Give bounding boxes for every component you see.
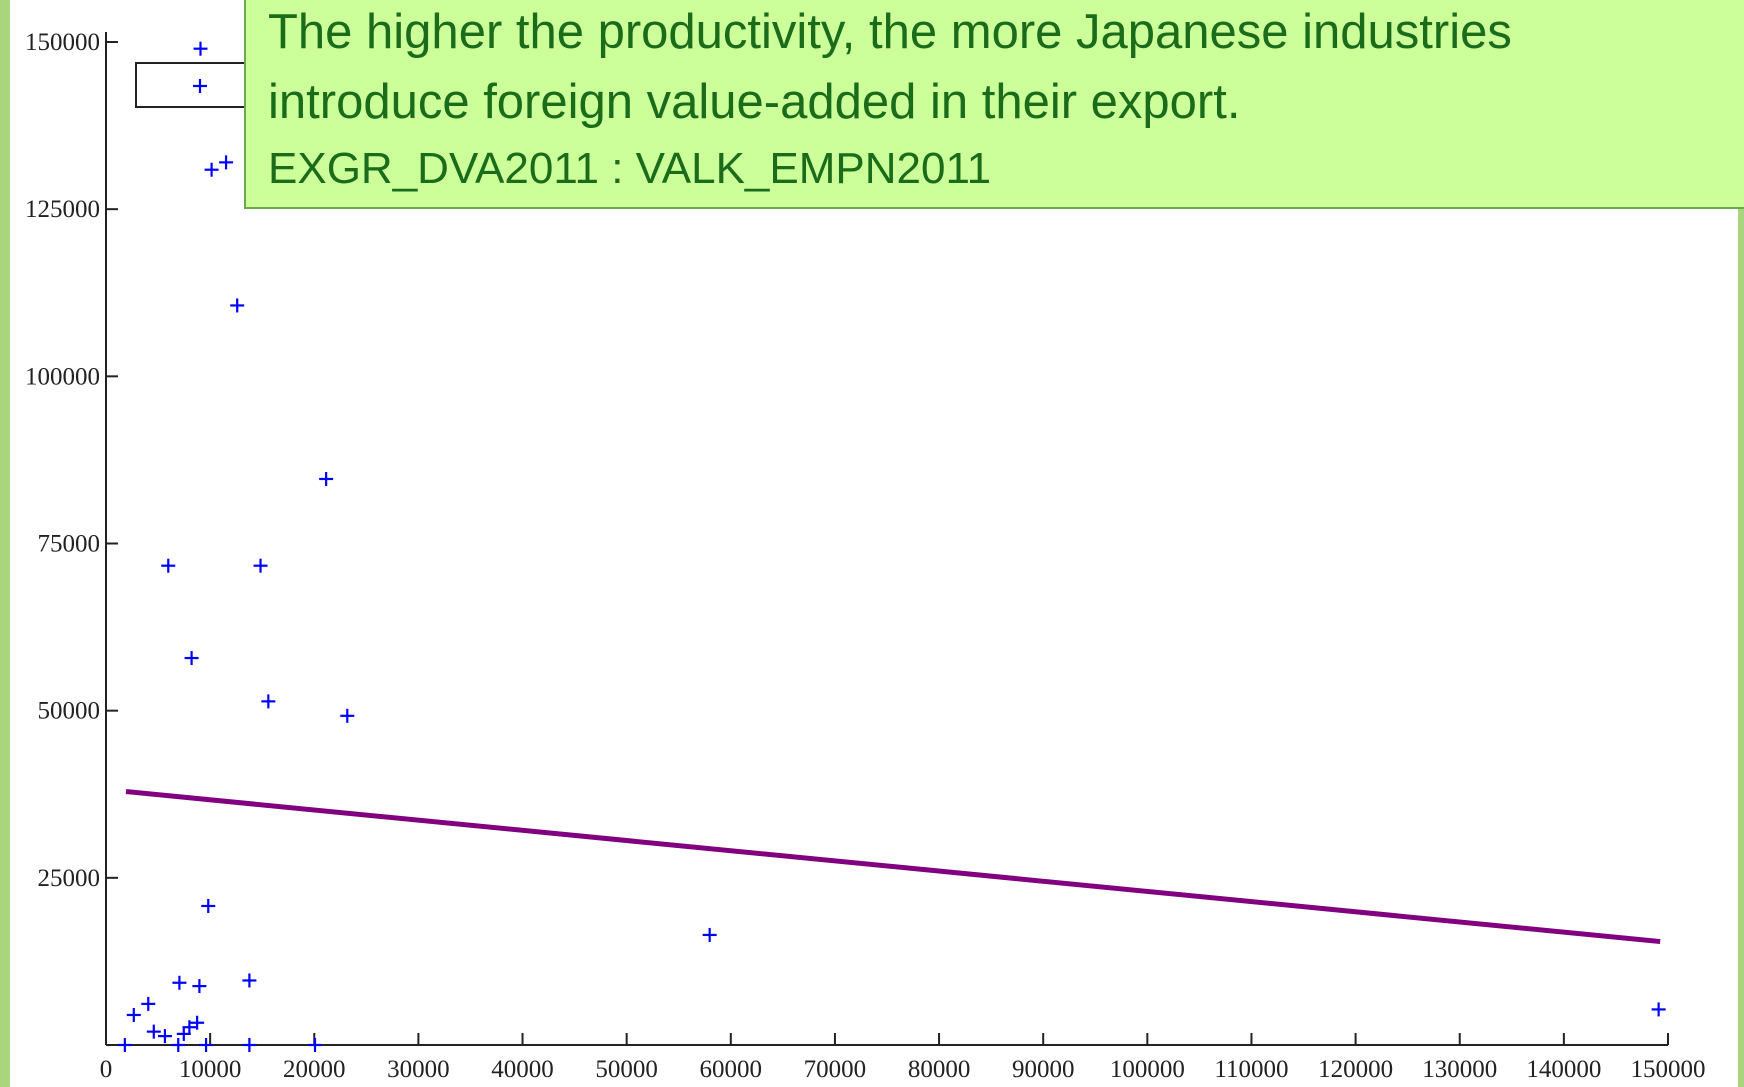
x-tick-label: 110000 [1214, 1056, 1288, 1083]
point [307, 1038, 322, 1052]
left-border [0, 0, 10, 1087]
point [253, 558, 268, 573]
x-tick-label: 150000 [1631, 1056, 1706, 1083]
annotation-box [244, 0, 1744, 209]
x-tick-label: 60000 [700, 1056, 763, 1083]
x-tick-label: 30000 [387, 1056, 450, 1083]
point [184, 651, 199, 666]
point [182, 1020, 197, 1035]
y-tick-label: 50000 [38, 698, 101, 725]
y-tick-label: 25000 [38, 865, 101, 892]
point [340, 708, 355, 723]
y-tick-label: 75000 [38, 531, 101, 558]
y-tick-label: 100000 [25, 363, 100, 390]
point [201, 898, 216, 913]
x-tick-label: 80000 [908, 1056, 971, 1083]
point [126, 1007, 141, 1022]
point [146, 1024, 161, 1039]
y-tick-label: 125000 [25, 196, 100, 223]
point [261, 694, 276, 709]
point [1651, 1002, 1666, 1017]
right-border [1738, 0, 1744, 1087]
point [230, 298, 245, 313]
point [199, 1038, 214, 1052]
legend-marker [193, 79, 207, 93]
point [219, 155, 234, 170]
point [319, 471, 334, 486]
x-tick-label: 40000 [491, 1056, 554, 1083]
point [193, 41, 208, 56]
x-tick-label: 0 [100, 1056, 113, 1083]
point [161, 558, 176, 573]
point [190, 1015, 205, 1030]
trend-line [125, 789, 1661, 945]
point [242, 973, 257, 988]
x-tick-label: 20000 [283, 1056, 346, 1083]
annotation-line: introduce foreign value-added in their e… [268, 75, 1240, 129]
point [117, 1038, 132, 1052]
point [702, 927, 717, 942]
x-tick-label: 70000 [804, 1056, 867, 1083]
x-tick-label: 100000 [1110, 1056, 1185, 1083]
point [171, 1038, 186, 1052]
x-tick-label: 120000 [1318, 1056, 1393, 1083]
x-tick-label: 10000 [179, 1056, 242, 1083]
point [242, 1038, 257, 1052]
point [157, 1029, 172, 1044]
x-tick-label: 90000 [1012, 1056, 1075, 1083]
point [204, 162, 219, 177]
annotation-line: EXGR_DVA2011 : VALK_EMPN2011 [268, 144, 991, 193]
point [192, 979, 207, 994]
legend-box [135, 62, 247, 108]
y-tick-label: 150000 [25, 29, 100, 56]
annotation-line: The higher the productivity, the more Ja… [268, 5, 1512, 59]
point [141, 996, 156, 1011]
x-tick-label: 140000 [1526, 1056, 1601, 1083]
x-tick-label: 50000 [595, 1056, 658, 1083]
x-tick-label: 130000 [1422, 1056, 1497, 1083]
point [172, 975, 187, 990]
